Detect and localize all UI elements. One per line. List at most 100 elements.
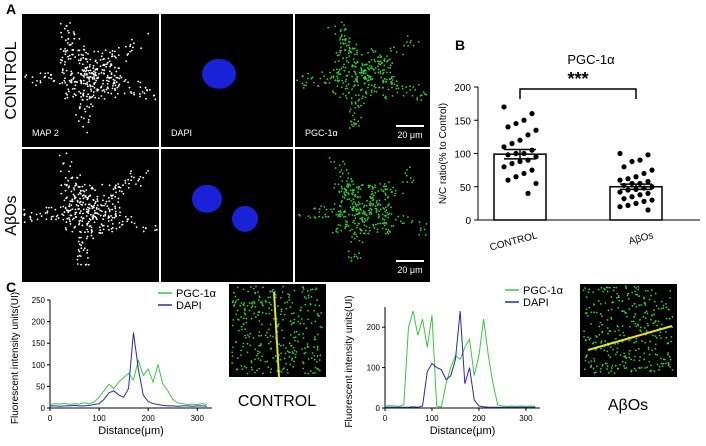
speckle [386,188,388,191]
speckle [341,180,344,182]
speckle [353,47,356,50]
speckle [602,290,605,293]
speckle [74,213,77,216]
y-tick-label: 150 [454,116,471,127]
speckle [68,54,71,57]
speckle [289,363,292,366]
data-point [617,204,623,210]
speckle [377,60,379,63]
speckle [83,247,86,250]
speckle [350,259,353,262]
speckle [612,289,615,292]
speckle [327,215,330,218]
y-tick-label: 100 [367,364,381,373]
speckle [662,358,665,361]
speckle [242,303,245,306]
speckle [272,357,275,360]
speckle [118,206,121,209]
speckle [671,369,674,371]
speckle [99,59,102,61]
speckle [665,317,668,320]
speckle [106,79,108,82]
speckle [269,296,272,299]
speckle [381,222,384,225]
speckle [240,364,243,367]
speckle [65,152,68,155]
speckle [614,337,617,340]
speckle [231,301,234,304]
data-point [533,180,539,187]
speckle [118,67,120,70]
speckle [374,72,377,74]
speckle [317,368,320,371]
speckle [365,78,368,80]
speckle [79,59,82,62]
speckle [648,353,651,356]
speckle [615,353,617,356]
speckle [347,177,350,179]
speckle [405,91,408,94]
speckle [351,228,353,231]
speckle [83,190,86,193]
speckle [242,288,245,291]
speckle [347,52,350,55]
speckle [307,215,310,218]
speckle [337,183,340,186]
y-tick-label: 200 [367,323,381,332]
speckle [244,328,247,331]
speckle [67,88,70,91]
speckle [590,322,593,325]
speckle [246,342,249,345]
speckle [590,360,593,363]
speckle [110,194,112,197]
speckle [78,49,81,52]
speckle [339,205,342,208]
speckle [86,251,89,254]
speckle [92,70,95,73]
speckle [249,344,251,347]
speckle [102,218,105,221]
speckle [81,99,84,101]
data-point [649,184,655,190]
speckle [104,202,107,205]
speckle [617,329,620,332]
speckle [599,321,602,324]
x-tick-label: 200 [142,414,156,423]
speckle [286,371,289,374]
speckle [86,98,89,101]
speckle [31,76,34,79]
speckle [393,75,395,78]
speckle [252,337,255,339]
speckle [344,49,346,52]
speckle [635,305,638,308]
speckle [354,62,357,65]
speckle [348,127,351,129]
x-tick-label: 300 [519,414,533,423]
row-label: AβOs [3,195,20,235]
speckle [290,344,292,347]
speckle [389,67,392,69]
speckle [130,170,132,173]
speckle [304,347,306,350]
speckle [103,69,106,72]
speckle [340,21,343,24]
speckle [601,363,604,366]
speckle [339,73,342,76]
speckle [111,222,114,225]
speckle [610,370,613,373]
speckle [374,83,376,86]
profile-image-bg [580,284,677,377]
speckle [288,294,291,296]
speckle [662,304,665,307]
speckle [244,307,246,310]
speckle [600,347,602,350]
speckle [250,317,253,320]
speckle [23,221,26,223]
speckle [343,63,345,66]
data-point [645,178,651,185]
speckle [97,208,100,210]
speckle [50,216,53,218]
speckle [370,59,373,61]
data-point [525,157,531,163]
speckle [419,94,422,97]
